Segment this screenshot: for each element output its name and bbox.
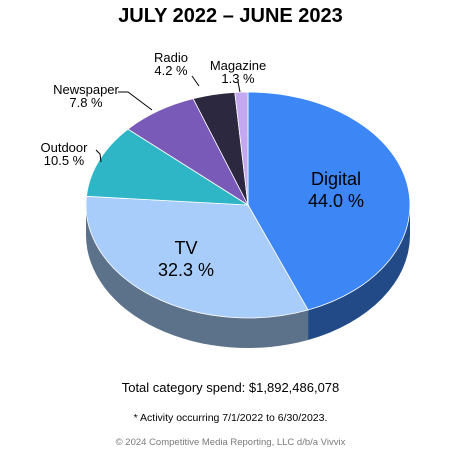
slice-value-digital: 44.0 % <box>308 191 364 211</box>
leader-line-outdoor <box>95 149 102 163</box>
pie-slice-digital <box>247 91 411 311</box>
pie-tops <box>85 91 411 319</box>
slice-label-newspaper: Newspaper <box>53 82 119 97</box>
pie-slice-tv <box>85 195 309 319</box>
pie-leader-lines <box>95 75 241 163</box>
leader-line-magazine <box>237 81 241 93</box>
slice-label-magazine: Magazine <box>210 58 266 73</box>
leader-line-newspaper <box>118 91 153 111</box>
slice-value-outdoor: 10.5 % <box>44 153 85 168</box>
pie-side-digital <box>308 205 410 340</box>
slice-value-radio: 4.2 % <box>154 63 188 78</box>
slice-label-outdoor: Outdoor <box>41 140 89 155</box>
slice-label-tv: TV <box>174 238 197 258</box>
copyright: © 2024 Competitive Media Reporting, LLC … <box>115 437 346 448</box>
total-spend: Total category spend: $1,892,486,078 <box>121 380 340 395</box>
slice-label-radio: Radio <box>154 50 188 65</box>
slice-value-newspaper: 7.8 % <box>69 95 103 110</box>
slice-value-tv: 32.3 % <box>158 260 214 280</box>
slice-value-magazine: 1.3 % <box>221 71 255 86</box>
slice-label-digital: Digital <box>311 169 361 189</box>
pie-slice-outdoor <box>86 128 250 206</box>
chart-title: JULY 2022 – JUNE 2023 <box>118 5 343 27</box>
pie-sides <box>85 205 410 348</box>
pie-slice-magazine <box>234 91 249 206</box>
leader-line-radio <box>191 75 200 87</box>
pie-side-tv <box>85 205 309 348</box>
activity-note: * Activity occurring 7/1/2022 to 6/30/20… <box>133 412 328 424</box>
